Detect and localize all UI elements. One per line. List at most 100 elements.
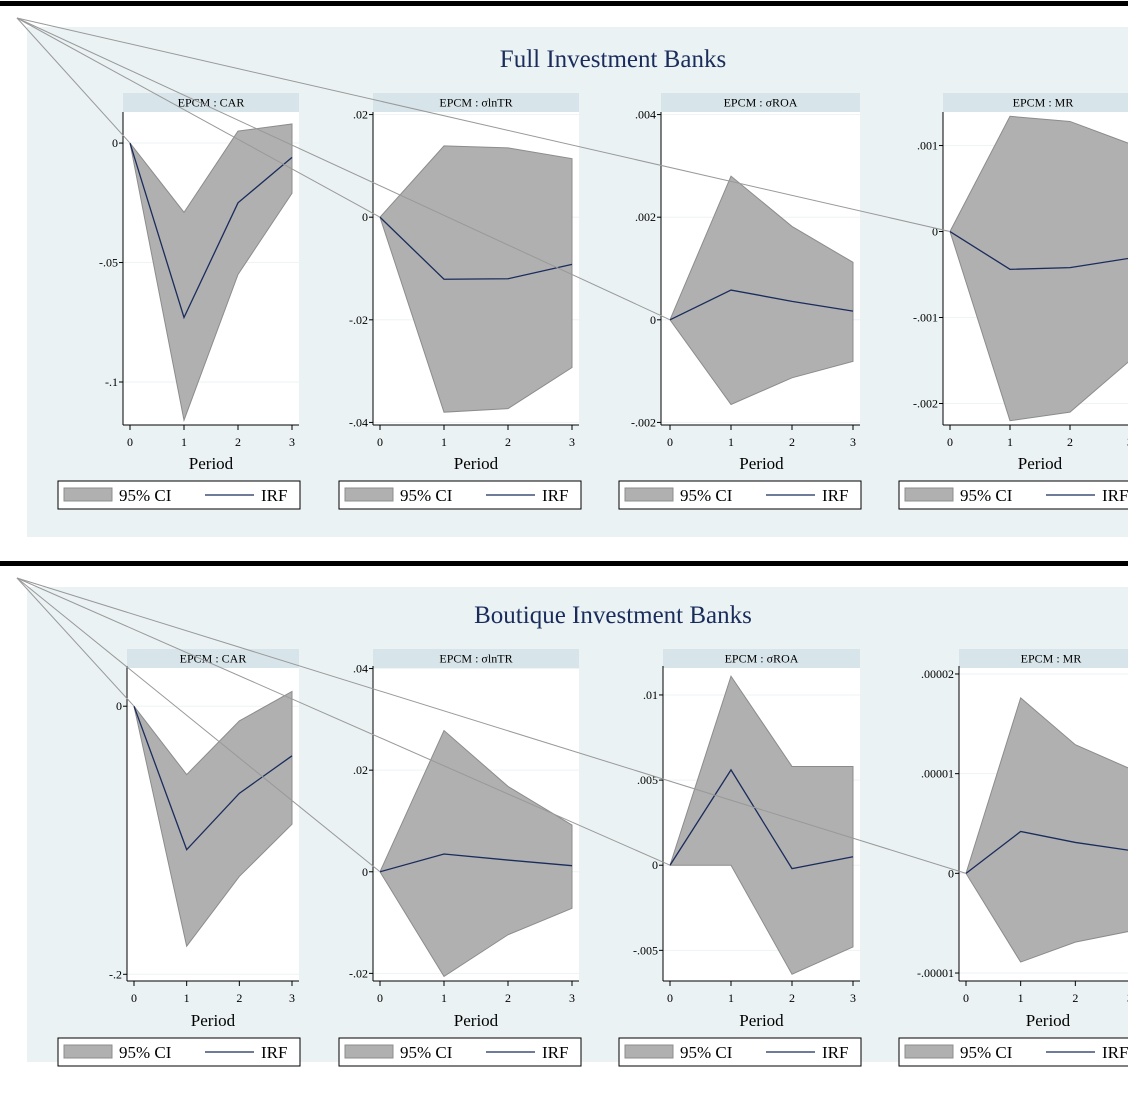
x-axis-label: Period	[454, 1011, 499, 1030]
y-tick-label: .02	[353, 108, 368, 122]
irf-line	[129, 142, 293, 320]
section-title: Full Investment Banks	[500, 46, 726, 73]
guide-line	[16, 577, 671, 866]
panel-strip	[663, 649, 860, 668]
x-tick-label: 1	[184, 991, 190, 1005]
legend-irf-label: IRF	[822, 1043, 848, 1062]
y-tick-label: .00001	[921, 767, 954, 781]
legend-ci-label: 95% CI	[680, 1043, 733, 1062]
y-tick-label: -.00001	[917, 966, 954, 980]
panel-strip-label: EPCM : MR	[1021, 652, 1082, 666]
panel-strip-label: EPCM : σlnTR	[439, 96, 512, 110]
y-tick-label: -.05	[99, 256, 118, 270]
y-tick-label: -.1	[105, 375, 118, 389]
panel-3: EPCM : σROA .01 .005 0 -.005 0 1 2 3 Period 95% CI…	[618, 649, 862, 1067]
panel-strip	[127, 649, 299, 668]
irf-line	[133, 705, 293, 851]
section-divider	[0, 1, 1128, 6]
guide-line	[16, 17, 671, 321]
y-tick-label: .004	[635, 108, 656, 122]
y-tick-label: .001	[917, 139, 938, 153]
x-axis-label: Period	[739, 454, 784, 473]
legend-ci-label: 95% CI	[119, 486, 172, 505]
y-tick-label: 0	[650, 313, 656, 327]
section-divider	[0, 561, 1128, 566]
y-tick-label: .002	[635, 210, 656, 224]
x-tick-label: 3	[569, 435, 575, 449]
legend-ci-swatch	[344, 1044, 394, 1059]
x-tick-label: 0	[127, 435, 133, 449]
y-tick-label: .04	[353, 662, 368, 676]
legend-ci-swatch	[904, 487, 954, 502]
legend-ci-label: 95% CI	[680, 486, 733, 505]
ci-band	[133, 690, 293, 948]
y-tick-label: 0	[116, 699, 122, 713]
x-tick-label: 0	[377, 435, 383, 449]
y-tick-label: 0	[362, 865, 368, 879]
ci-band	[965, 697, 1128, 963]
x-axis-label: Period	[1018, 454, 1063, 473]
y-tick-label: -.001	[913, 311, 938, 325]
y-tick-label: -.2	[109, 967, 122, 981]
x-axis-label: Period	[739, 1011, 784, 1030]
legend-ci-label: 95% CI	[960, 486, 1013, 505]
y-tick-label: .00002	[921, 667, 954, 681]
legend-irf-label: IRF	[822, 486, 848, 505]
irf-line	[965, 830, 1128, 874]
legend: 95% CI IRF	[898, 480, 1128, 510]
panel-strip-label: EPCM : σROA	[724, 96, 798, 110]
y-tick-label: -.02	[349, 966, 368, 980]
y-tick-label: .02	[353, 763, 368, 777]
irf-line	[669, 289, 854, 321]
guide-line	[16, 577, 967, 874]
panel-1: EPCM : CAR 0 -.2 0 1 2 3 Period 95% CI IRF	[57, 649, 301, 1067]
x-tick-label: 1	[1018, 991, 1024, 1005]
ci-band	[379, 729, 573, 978]
x-tick-label: 1	[181, 435, 187, 449]
x-tick-label: 2	[235, 435, 241, 449]
x-tick-label: 2	[1067, 435, 1073, 449]
guide-line	[16, 577, 381, 873]
x-tick-label: 2	[505, 435, 511, 449]
section-1: Full Investment Banks EPCM : CAR 0 -.05 -.1 0…	[0, 1, 1128, 537]
y-tick-label: -.005	[633, 943, 658, 957]
y-tick-label: -.002	[913, 397, 938, 411]
ci-band	[129, 123, 293, 423]
panel-1: EPCM : CAR 0 -.05 -.1 0 1 2 3 Period 95% CI IRF	[57, 93, 301, 510]
panel-4: EPCM : MR.00002.000010-.000010123Period9…	[898, 649, 1128, 1067]
y-tick-label: 0	[652, 858, 658, 872]
x-tick-label: 1	[1007, 435, 1013, 449]
legend: 95% CI IRF	[618, 1037, 862, 1067]
panel-strip	[373, 93, 579, 112]
panel-strip-label: EPCM : CAR	[178, 96, 245, 110]
x-tick-label: 1	[728, 435, 734, 449]
x-tick-label: 3	[850, 435, 856, 449]
legend: 95% CI IRF	[898, 1037, 1128, 1067]
x-tick-label: 2	[236, 991, 242, 1005]
legend: 95% CI IRF	[57, 480, 301, 510]
legend-ci-label: 95% CI	[400, 486, 453, 505]
legend: 95% CI IRF	[338, 1037, 582, 1067]
x-tick-label: 1	[441, 435, 447, 449]
x-tick-label: 0	[963, 991, 969, 1005]
legend-ci-swatch	[63, 1044, 113, 1059]
x-tick-label: 0	[947, 435, 953, 449]
legend-irf-label: IRF	[1102, 486, 1128, 505]
legend-ci-swatch	[904, 1044, 954, 1059]
x-tick-label: 2	[505, 991, 511, 1005]
x-tick-label: 3	[569, 991, 575, 1005]
panel-strip	[661, 93, 860, 112]
x-tick-label: 0	[131, 991, 137, 1005]
ci-band	[669, 175, 854, 406]
panel-strip-label: EPCM : MR	[1013, 96, 1074, 110]
y-tick-label: 0	[362, 210, 368, 224]
panel-strip	[373, 649, 579, 668]
x-tick-label: 2	[789, 435, 795, 449]
legend-ci-swatch	[344, 487, 394, 502]
x-tick-label: 2	[789, 991, 795, 1005]
guide-line	[16, 17, 381, 218]
y-tick-label: 0	[932, 225, 938, 239]
